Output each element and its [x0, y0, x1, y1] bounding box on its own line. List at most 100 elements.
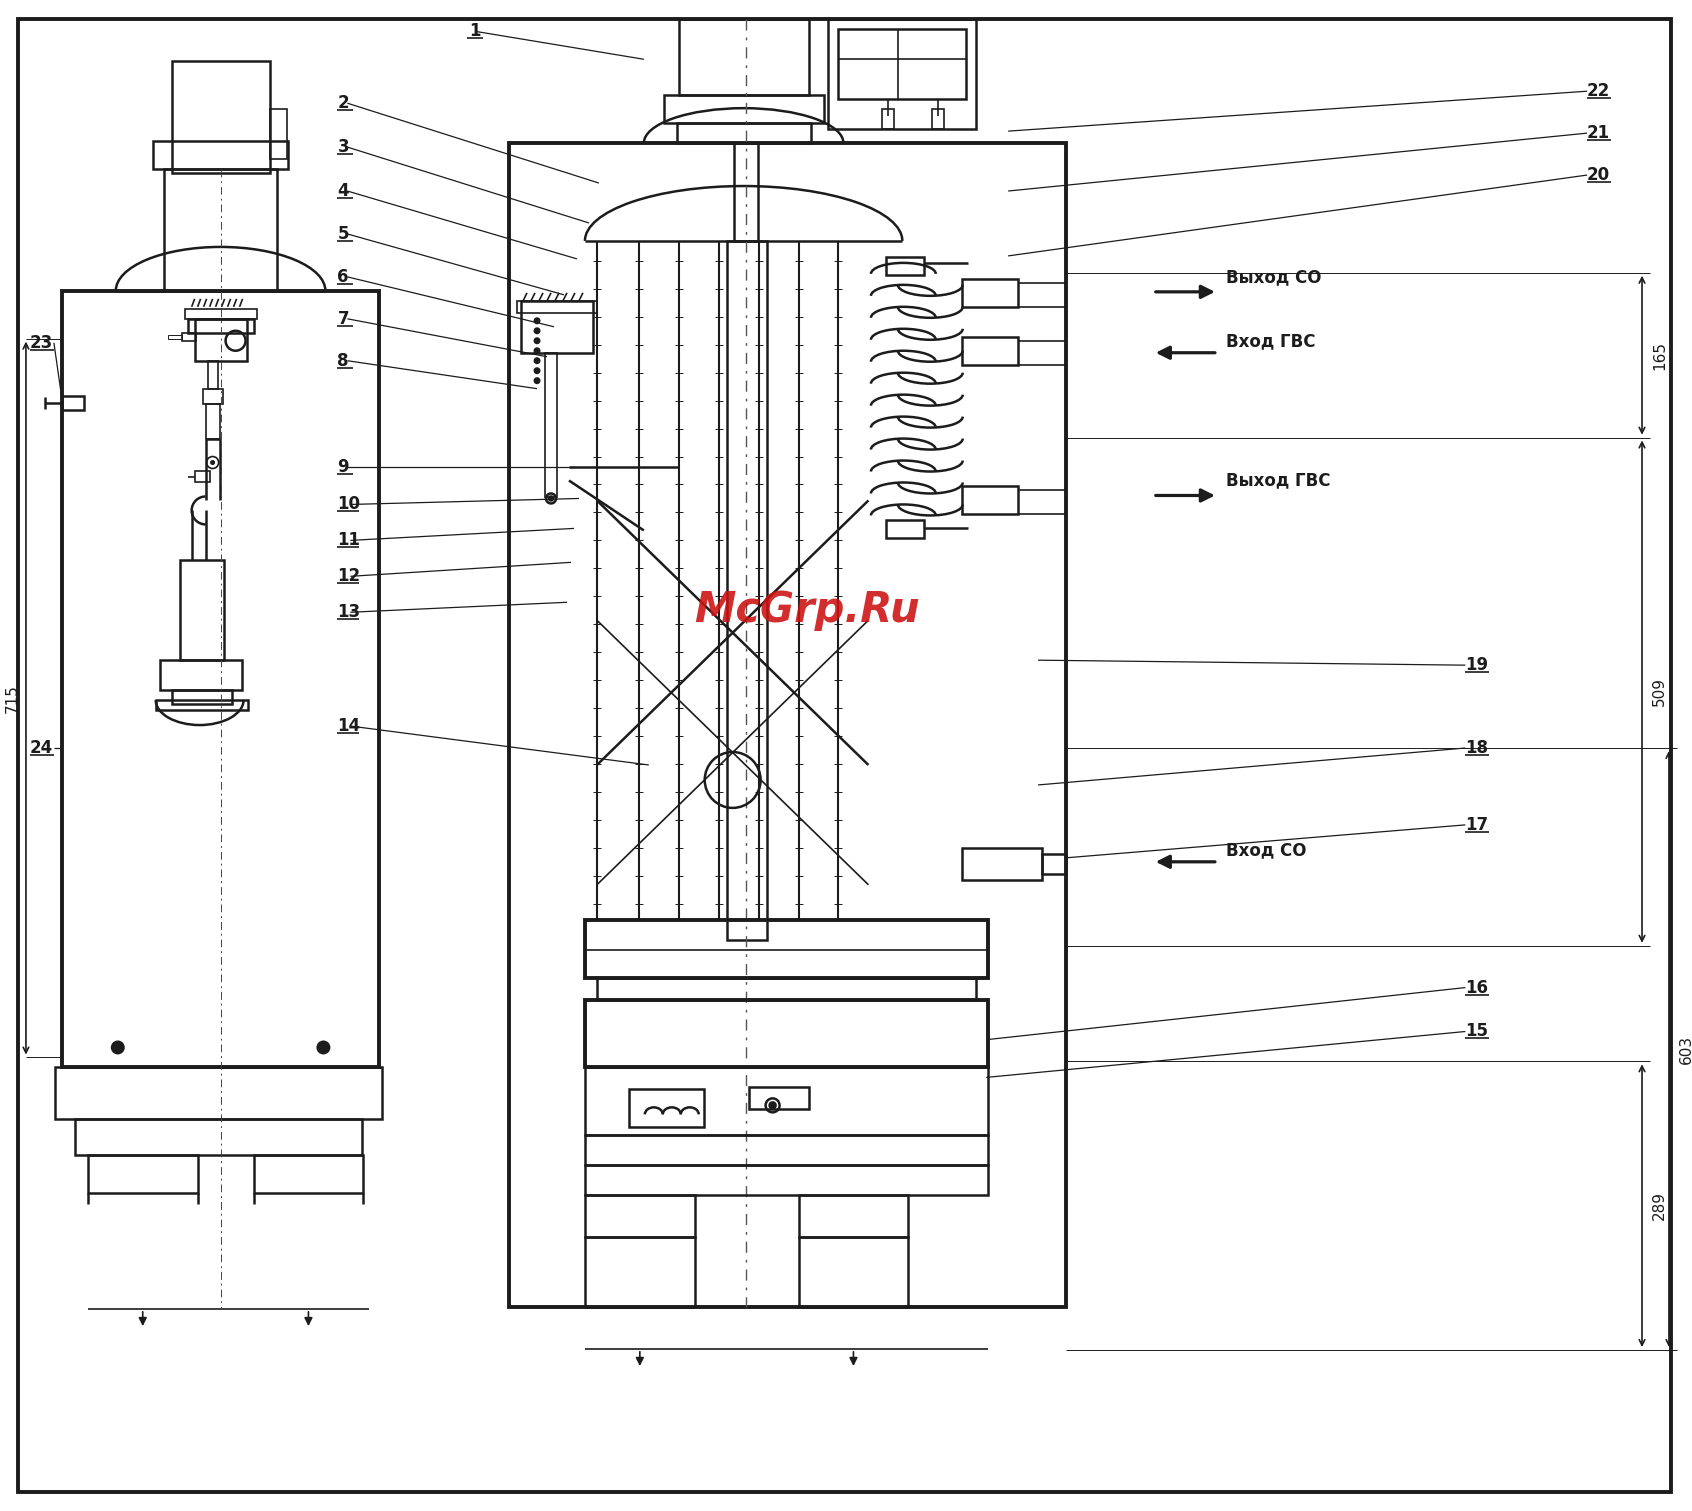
Bar — [829, 20, 976, 128]
Bar — [269, 109, 288, 159]
Bar — [678, 20, 809, 95]
Bar — [677, 124, 810, 144]
Bar — [188, 319, 254, 332]
Text: 23: 23 — [30, 334, 52, 352]
Bar — [726, 240, 766, 940]
Text: 2: 2 — [337, 94, 349, 112]
Circle shape — [533, 367, 540, 375]
Bar — [195, 470, 210, 482]
Text: 18: 18 — [1465, 739, 1489, 757]
Bar — [585, 1000, 988, 1067]
Bar — [195, 319, 247, 361]
Bar — [184, 308, 257, 319]
Bar — [585, 1135, 988, 1165]
Bar — [963, 848, 1042, 879]
Bar — [152, 141, 288, 169]
Text: 603: 603 — [1678, 1035, 1692, 1064]
Bar — [734, 144, 758, 240]
Bar — [883, 109, 895, 128]
Bar — [597, 978, 976, 1000]
Text: 22: 22 — [1587, 82, 1611, 100]
Bar — [887, 520, 924, 538]
Text: 11: 11 — [337, 532, 360, 550]
Bar — [518, 301, 597, 313]
Bar — [585, 1165, 988, 1195]
Text: 7: 7 — [337, 310, 349, 328]
Bar — [963, 487, 1019, 514]
Text: 715: 715 — [5, 683, 20, 713]
Bar — [963, 280, 1019, 307]
Bar — [164, 169, 277, 290]
Circle shape — [210, 461, 215, 464]
Bar — [545, 352, 557, 497]
Bar — [748, 1088, 809, 1109]
Text: 15: 15 — [1465, 1023, 1489, 1041]
Circle shape — [533, 357, 540, 364]
Bar — [254, 1156, 364, 1194]
Text: Вход ГВС: Вход ГВС — [1225, 332, 1315, 349]
Bar — [179, 561, 223, 660]
Circle shape — [533, 328, 540, 334]
Bar — [629, 1089, 704, 1127]
Bar — [932, 109, 944, 128]
Text: 1: 1 — [469, 23, 481, 41]
Bar — [171, 62, 269, 174]
Text: 24: 24 — [30, 739, 52, 757]
Circle shape — [110, 1041, 125, 1055]
Text: 509: 509 — [1651, 677, 1667, 706]
Text: 8: 8 — [337, 352, 349, 370]
Bar — [509, 144, 1066, 1307]
Circle shape — [548, 497, 553, 500]
Text: Выход СО: Выход СО — [1225, 267, 1321, 286]
Bar — [74, 1120, 362, 1156]
Bar — [585, 1067, 988, 1135]
Circle shape — [316, 1041, 330, 1055]
Bar — [839, 29, 966, 100]
Bar — [54, 1067, 382, 1120]
Text: Выход ГВС: Выход ГВС — [1225, 471, 1330, 490]
Text: 20: 20 — [1587, 166, 1611, 184]
Bar — [159, 660, 242, 691]
Bar — [663, 95, 824, 124]
Bar — [88, 1156, 198, 1194]
Text: 4: 4 — [337, 181, 349, 199]
Bar — [63, 396, 85, 409]
Bar — [963, 337, 1019, 364]
Text: 14: 14 — [337, 718, 360, 734]
Circle shape — [770, 1103, 775, 1109]
Text: 3: 3 — [337, 138, 349, 156]
Text: 10: 10 — [337, 496, 360, 514]
Bar — [181, 332, 196, 341]
Bar — [208, 361, 218, 388]
Bar — [887, 257, 924, 275]
Text: 21: 21 — [1587, 124, 1611, 142]
Bar — [585, 1238, 695, 1307]
Circle shape — [533, 337, 540, 345]
Bar — [799, 1238, 909, 1307]
Text: McGrp.Ru: McGrp.Ru — [694, 589, 919, 632]
Bar — [156, 700, 247, 710]
Bar — [63, 290, 379, 1067]
Bar — [585, 1195, 695, 1238]
Bar — [1042, 854, 1066, 873]
Circle shape — [533, 348, 540, 354]
Bar — [171, 691, 232, 704]
Text: 9: 9 — [337, 458, 349, 476]
Text: 19: 19 — [1465, 656, 1489, 674]
Text: 5: 5 — [337, 225, 349, 243]
Text: 12: 12 — [337, 567, 360, 585]
Bar — [203, 388, 223, 403]
Text: Вход СО: Вход СО — [1225, 840, 1306, 858]
Text: 13: 13 — [337, 603, 360, 621]
Bar — [799, 1195, 909, 1238]
Bar — [168, 335, 181, 338]
Text: 16: 16 — [1465, 979, 1489, 997]
Circle shape — [533, 378, 540, 384]
Bar — [585, 920, 988, 978]
Circle shape — [533, 317, 540, 325]
Text: 17: 17 — [1465, 816, 1489, 834]
Bar — [206, 403, 220, 438]
Text: 165: 165 — [1651, 340, 1667, 370]
Bar — [521, 301, 592, 352]
Text: 289: 289 — [1651, 1191, 1667, 1221]
